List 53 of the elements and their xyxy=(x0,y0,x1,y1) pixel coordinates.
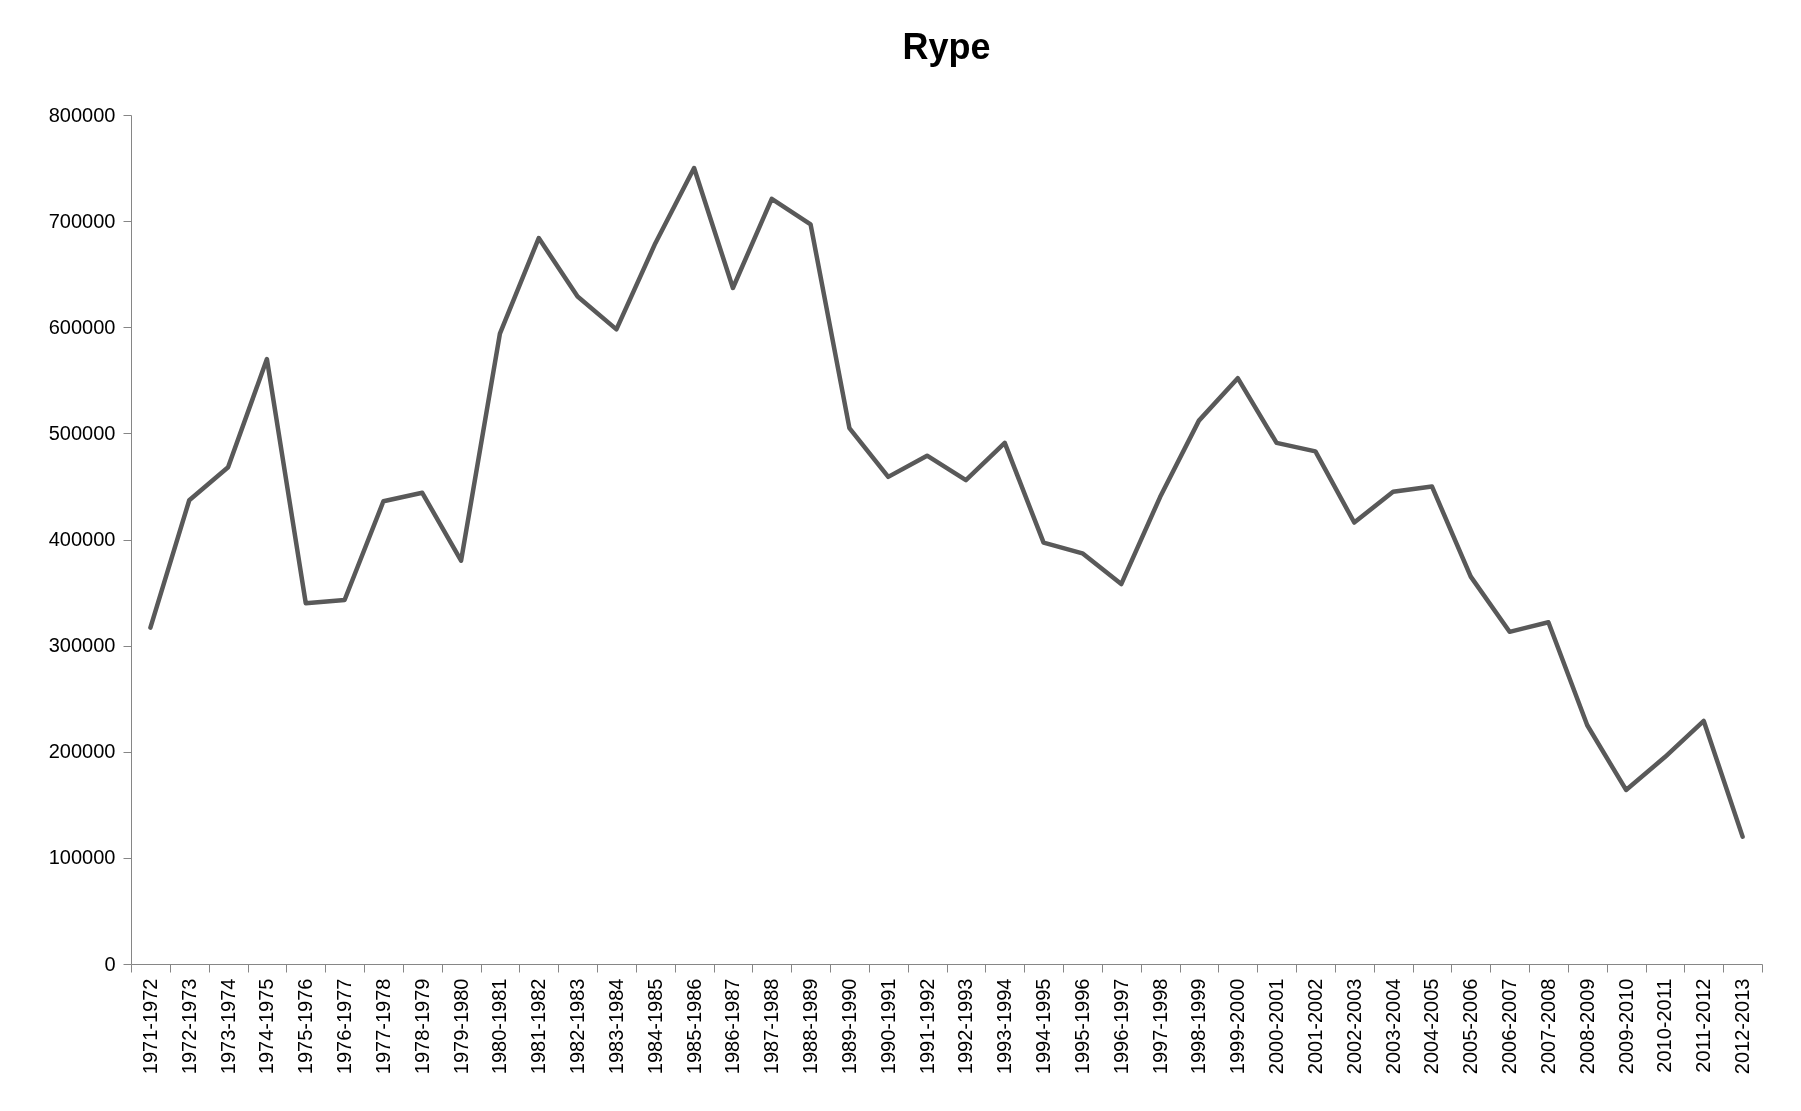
y-tick-label: 600000 xyxy=(48,315,116,338)
x-tick-label: 2008-2009 xyxy=(1575,978,1598,1075)
x-tick-label: 2003-2004 xyxy=(1381,978,1404,1075)
x-tick-label: 1995-1996 xyxy=(1070,978,1093,1075)
x-tick-label: 2011-2012 xyxy=(1692,978,1715,1073)
x-tick-label: 1983-1984 xyxy=(604,978,627,1075)
y-tick-label: 700000 xyxy=(48,209,116,232)
x-tick-label: 1998-1999 xyxy=(1187,978,1210,1075)
x-tick-label: 1981-1982 xyxy=(527,978,550,1075)
x-tick-label: 1994-1995 xyxy=(1032,978,1055,1075)
x-tick-label: 1972-1973 xyxy=(177,978,200,1075)
x-tick-label: 1989-1990 xyxy=(837,978,860,1075)
x-tick-label: 1982-1983 xyxy=(566,978,589,1075)
x-tick-label: 1986-1987 xyxy=(721,978,744,1075)
y-tick-label: 400000 xyxy=(48,528,116,550)
x-tick-label: 1996-1997 xyxy=(1109,978,1132,1075)
x-tick-label: 1991-1992 xyxy=(915,978,938,1075)
x-tick-label: 1979-1980 xyxy=(449,978,472,1075)
x-tick-label: 2007-2008 xyxy=(1536,978,1559,1075)
chart-title: Rype xyxy=(902,26,991,67)
x-tick-label: 1993-1994 xyxy=(993,978,1016,1075)
y-tick-label: 500000 xyxy=(48,421,116,444)
y-tick-label: 800000 xyxy=(48,103,116,126)
x-tick-label: 1971-1972 xyxy=(138,978,161,1075)
x-tick-label: 1978-1979 xyxy=(410,978,433,1075)
x-tick-label: 1997-1998 xyxy=(1148,978,1171,1075)
x-tick-label: 1988-1989 xyxy=(799,978,822,1075)
x-tick-label: 1999-2000 xyxy=(1226,978,1249,1075)
x-tick-label: 2004-2005 xyxy=(1420,978,1443,1075)
x-tick-label: 2001-2002 xyxy=(1303,978,1326,1075)
x-tick-label: 2010-2011 xyxy=(1653,978,1676,1073)
y-tick-label: 300000 xyxy=(48,634,116,657)
x-tick-label: 2000-2001 xyxy=(1265,978,1288,1075)
x-tick-label: 1990-1991 xyxy=(876,978,899,1075)
x-tick-label: 1992-1993 xyxy=(954,978,977,1075)
x-tick-label: 1975-1976 xyxy=(294,978,317,1075)
x-tick-label: 1973-1974 xyxy=(216,978,239,1075)
y-tick-label: 0 xyxy=(104,952,116,975)
x-tick-label: 1980-1981 xyxy=(488,978,511,1075)
x-tick-label: 2005-2006 xyxy=(1459,978,1482,1075)
x-tick-label: 1977-1978 xyxy=(371,978,394,1075)
x-tick-label: 2006-2007 xyxy=(1498,978,1521,1075)
y-tick-label: 100000 xyxy=(48,846,116,869)
line-series xyxy=(148,165,1745,839)
x-tick-label: 2012-2013 xyxy=(1731,978,1754,1075)
x-tick-label: 1974-1975 xyxy=(255,978,278,1075)
x-tick-label: 1984-1985 xyxy=(643,978,666,1075)
x-tick-label: 1987-1988 xyxy=(760,978,783,1075)
y-tick-label: 200000 xyxy=(48,740,116,763)
x-tick-label: 2002-2003 xyxy=(1342,978,1365,1075)
x-tick-label: 1976-1977 xyxy=(333,978,356,1075)
x-tick-label: 1985-1986 xyxy=(682,978,705,1075)
x-tick-label: 2009-2010 xyxy=(1614,978,1637,1075)
